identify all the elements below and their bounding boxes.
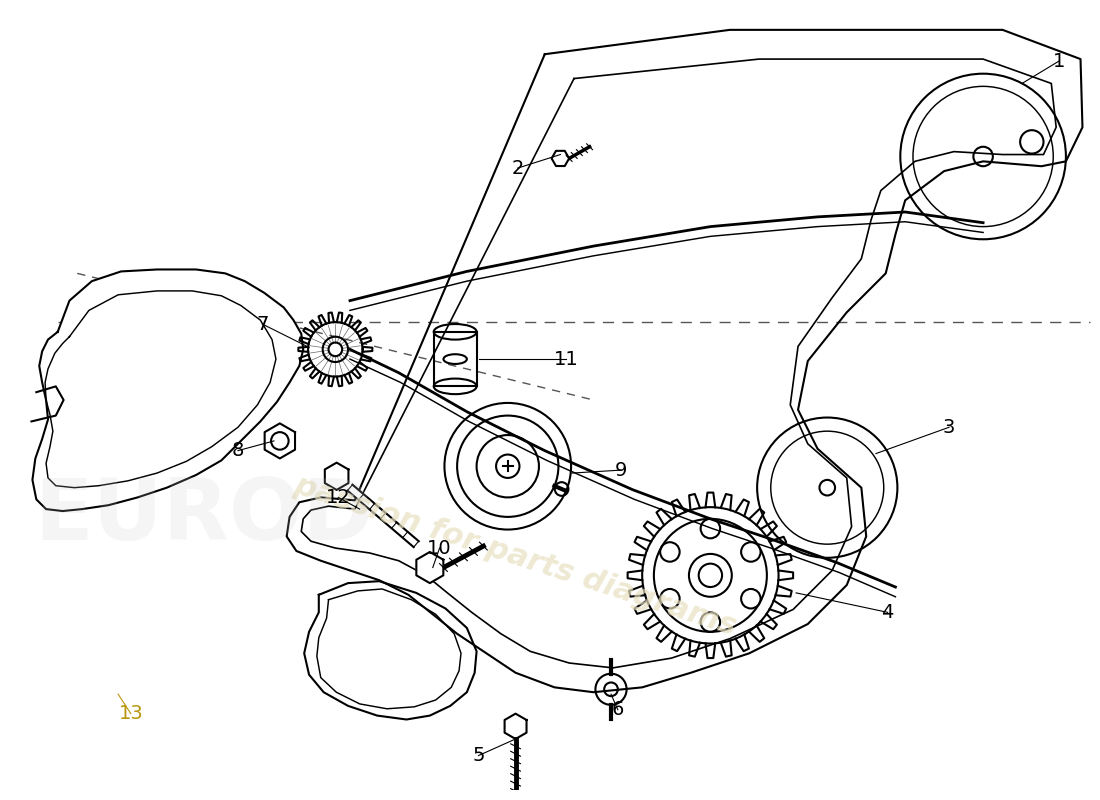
Text: 2: 2 — [512, 158, 524, 178]
Text: 8: 8 — [232, 441, 244, 460]
Text: 9: 9 — [615, 461, 627, 480]
Polygon shape — [324, 462, 349, 490]
Text: passion for parts diagrams: passion for parts diagrams — [290, 470, 740, 642]
Polygon shape — [505, 714, 527, 739]
Polygon shape — [287, 30, 1082, 692]
Polygon shape — [416, 552, 443, 583]
Polygon shape — [348, 485, 419, 547]
Text: 12: 12 — [326, 488, 351, 507]
Text: 1: 1 — [1053, 51, 1065, 70]
Text: 11: 11 — [553, 350, 579, 369]
Text: 3: 3 — [943, 418, 955, 437]
Text: 13: 13 — [119, 704, 143, 723]
Polygon shape — [32, 270, 304, 511]
Text: 5: 5 — [472, 746, 485, 765]
Text: EUROD: EUROD — [34, 475, 374, 558]
Text: 10: 10 — [427, 538, 452, 558]
Text: 6: 6 — [612, 700, 624, 719]
Polygon shape — [551, 151, 569, 166]
Text: 4: 4 — [881, 603, 894, 622]
Text: 7: 7 — [256, 314, 268, 334]
Polygon shape — [305, 581, 476, 719]
